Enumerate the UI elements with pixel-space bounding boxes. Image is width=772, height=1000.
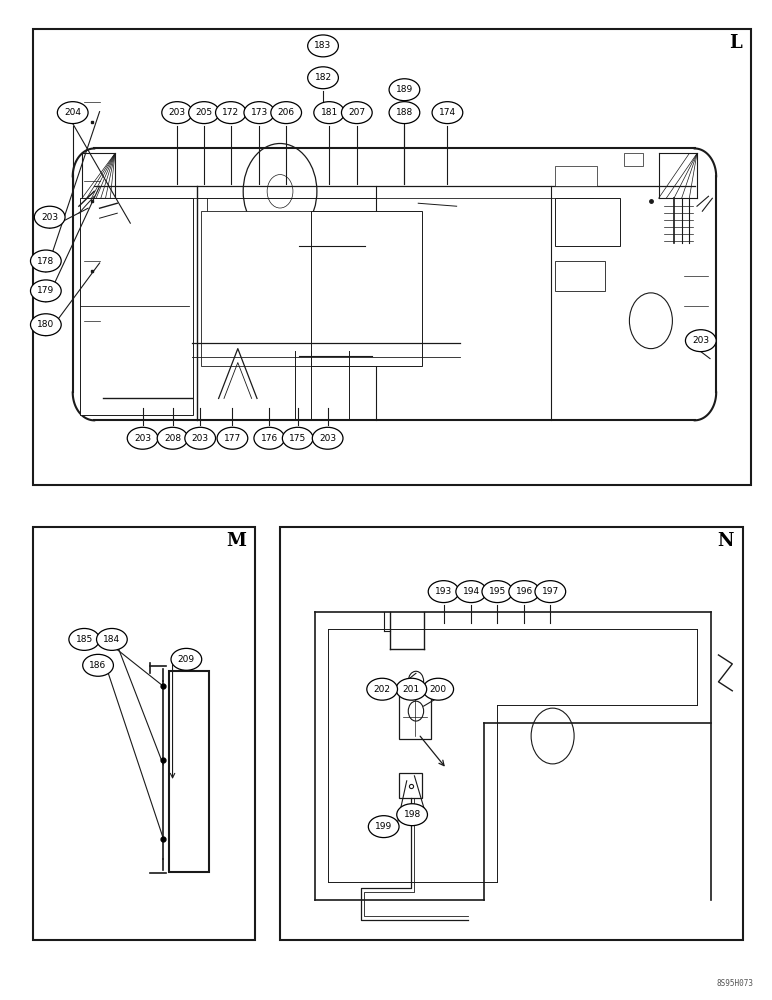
Ellipse shape [34, 206, 65, 228]
Text: 203: 203 [319, 434, 337, 443]
Text: 203: 203 [134, 434, 151, 443]
Text: 209: 209 [178, 655, 195, 664]
Ellipse shape [686, 330, 716, 352]
Text: 183: 183 [314, 41, 332, 50]
Ellipse shape [396, 678, 427, 700]
Text: M: M [226, 532, 246, 550]
Ellipse shape [341, 102, 372, 124]
Text: 203: 203 [168, 108, 186, 117]
Text: L: L [729, 34, 742, 52]
Bar [201, 211, 372, 366]
Text: 176: 176 [261, 434, 278, 443]
Ellipse shape [244, 102, 275, 124]
Bar [624, 153, 643, 166]
Bar [80, 198, 193, 415]
Ellipse shape [162, 102, 192, 124]
Ellipse shape [254, 427, 285, 449]
Ellipse shape [308, 35, 338, 57]
Ellipse shape [185, 427, 215, 449]
Text: 206: 206 [278, 108, 295, 117]
Text: 203: 203 [41, 213, 58, 222]
Text: 201: 201 [403, 685, 420, 694]
Text: 193: 193 [435, 587, 452, 596]
Text: 205: 205 [195, 108, 212, 117]
Bar [169, 671, 209, 872]
Ellipse shape [314, 102, 344, 124]
Ellipse shape [509, 581, 540, 603]
Text: 189: 189 [396, 85, 413, 94]
Text: 195: 195 [489, 587, 506, 596]
Bar [399, 773, 422, 798]
Ellipse shape [271, 102, 302, 124]
Text: 182: 182 [314, 73, 332, 82]
Ellipse shape [368, 816, 399, 838]
Text: 203: 203 [191, 434, 208, 443]
Bar [280, 527, 743, 940]
Ellipse shape [157, 427, 188, 449]
Text: 204: 204 [64, 108, 81, 117]
Text: 172: 172 [222, 108, 239, 117]
Text: 196: 196 [516, 587, 533, 596]
Ellipse shape [428, 581, 459, 603]
Bar [32, 29, 750, 485]
Ellipse shape [96, 628, 127, 650]
Bar [32, 527, 256, 940]
Text: 177: 177 [224, 434, 241, 443]
Text: 179: 179 [37, 286, 55, 295]
Ellipse shape [389, 79, 420, 101]
Text: 8S95H073: 8S95H073 [716, 979, 753, 988]
Bar [169, 671, 209, 872]
Text: 198: 198 [404, 810, 421, 819]
Ellipse shape [57, 102, 88, 124]
Ellipse shape [171, 648, 201, 670]
Ellipse shape [30, 314, 61, 336]
Text: 184: 184 [103, 635, 120, 644]
Ellipse shape [313, 427, 343, 449]
Text: 174: 174 [438, 108, 456, 117]
Text: 181: 181 [320, 108, 338, 117]
Text: 180: 180 [37, 320, 55, 329]
Ellipse shape [215, 102, 246, 124]
Bar [311, 211, 422, 366]
Text: 203: 203 [692, 336, 709, 345]
Text: N: N [717, 532, 734, 550]
Bar [555, 261, 604, 291]
Ellipse shape [456, 581, 486, 603]
Ellipse shape [30, 250, 61, 272]
Text: 188: 188 [396, 108, 413, 117]
Ellipse shape [69, 628, 100, 650]
Text: 200: 200 [430, 685, 447, 694]
Text: 173: 173 [251, 108, 268, 117]
Text: 199: 199 [375, 822, 392, 831]
Ellipse shape [283, 427, 313, 449]
Ellipse shape [188, 102, 219, 124]
Text: 178: 178 [37, 256, 55, 265]
Ellipse shape [83, 654, 113, 676]
Ellipse shape [308, 67, 338, 89]
Text: 194: 194 [462, 587, 479, 596]
Text: 197: 197 [542, 587, 559, 596]
Ellipse shape [482, 581, 513, 603]
Ellipse shape [367, 678, 398, 700]
Text: 175: 175 [289, 434, 306, 443]
Ellipse shape [30, 280, 61, 302]
Bar [555, 166, 598, 186]
Ellipse shape [127, 427, 158, 449]
Text: 202: 202 [374, 685, 391, 694]
Ellipse shape [389, 102, 420, 124]
Text: 185: 185 [76, 635, 93, 644]
Text: 207: 207 [348, 108, 365, 117]
Bar [399, 694, 432, 739]
Bar [555, 198, 620, 246]
Text: 186: 186 [90, 661, 107, 670]
Ellipse shape [217, 427, 248, 449]
Text: 208: 208 [164, 434, 181, 443]
Ellipse shape [535, 581, 566, 603]
Ellipse shape [423, 678, 454, 700]
Ellipse shape [432, 102, 462, 124]
Ellipse shape [397, 804, 428, 826]
